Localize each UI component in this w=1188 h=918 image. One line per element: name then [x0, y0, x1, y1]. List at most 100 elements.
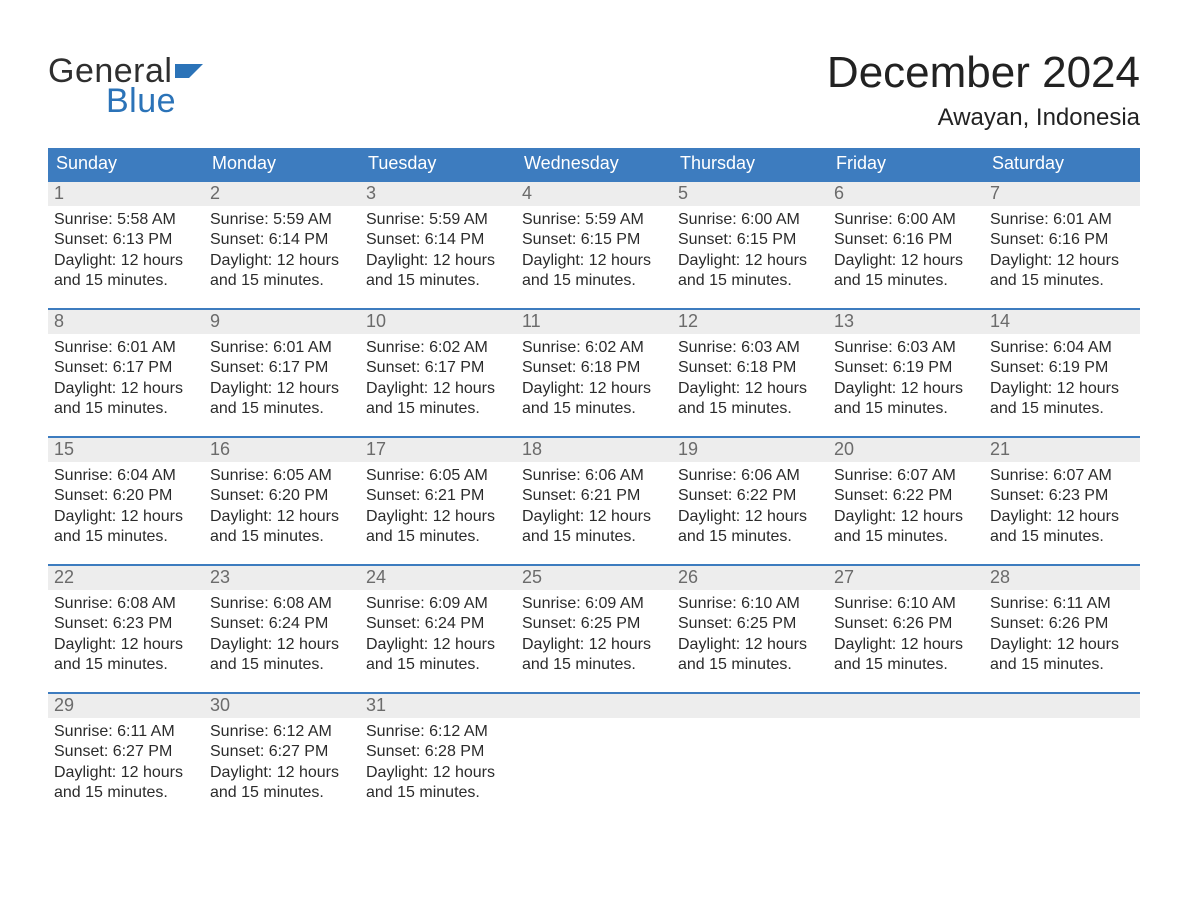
sunset-line: Sunset: 6:24 PM — [366, 614, 510, 634]
day-cell: 27Sunrise: 6:10 AMSunset: 6:26 PMDayligh… — [828, 566, 984, 684]
sunrise-line: Sunrise: 6:12 AM — [210, 722, 354, 742]
month-title: December 2024 — [827, 48, 1140, 98]
sunrise-line: Sunrise: 6:04 AM — [54, 466, 198, 486]
day-body: Sunrise: 6:05 AMSunset: 6:20 PMDaylight:… — [204, 462, 360, 554]
day-cell: 12Sunrise: 6:03 AMSunset: 6:18 PMDayligh… — [672, 310, 828, 428]
dow-tuesday: Tuesday — [360, 148, 516, 180]
day-number: 7 — [984, 182, 1140, 206]
day-number: 6 — [828, 182, 984, 206]
week-row: 22Sunrise: 6:08 AMSunset: 6:23 PMDayligh… — [48, 564, 1140, 684]
day-number: 11 — [516, 310, 672, 334]
dow-friday: Friday — [828, 148, 984, 180]
day-body: Sunrise: 6:08 AMSunset: 6:23 PMDaylight:… — [48, 590, 204, 682]
day-cell: 6Sunrise: 6:00 AMSunset: 6:16 PMDaylight… — [828, 182, 984, 300]
daylight-line: Daylight: 12 hours and 15 minutes. — [366, 251, 510, 292]
sunrise-line: Sunrise: 6:05 AM — [366, 466, 510, 486]
sunset-line: Sunset: 6:21 PM — [522, 486, 666, 506]
day-body: Sunrise: 6:09 AMSunset: 6:25 PMDaylight:… — [516, 590, 672, 682]
daylight-line: Daylight: 12 hours and 15 minutes. — [54, 763, 198, 804]
day-body: Sunrise: 6:08 AMSunset: 6:24 PMDaylight:… — [204, 590, 360, 682]
daylight-line: Daylight: 12 hours and 15 minutes. — [522, 251, 666, 292]
day-number: 28 — [984, 566, 1140, 590]
day-number: 17 — [360, 438, 516, 462]
day-cell: 14Sunrise: 6:04 AMSunset: 6:19 PMDayligh… — [984, 310, 1140, 428]
sunset-line: Sunset: 6:26 PM — [834, 614, 978, 634]
sunrise-line: Sunrise: 6:12 AM — [366, 722, 510, 742]
day-body: Sunrise: 6:07 AMSunset: 6:23 PMDaylight:… — [984, 462, 1140, 554]
day-body: Sunrise: 5:59 AMSunset: 6:14 PMDaylight:… — [360, 206, 516, 298]
daylight-line: Daylight: 12 hours and 15 minutes. — [990, 251, 1134, 292]
day-body: Sunrise: 6:01 AMSunset: 6:17 PMDaylight:… — [204, 334, 360, 426]
logo-word-general: General — [48, 54, 172, 88]
daylight-line: Daylight: 12 hours and 15 minutes. — [834, 635, 978, 676]
sunset-line: Sunset: 6:18 PM — [678, 358, 822, 378]
sunset-line: Sunset: 6:25 PM — [678, 614, 822, 634]
week-row: 29Sunrise: 6:11 AMSunset: 6:27 PMDayligh… — [48, 692, 1140, 812]
daylight-line: Daylight: 12 hours and 15 minutes. — [522, 507, 666, 548]
sunset-line: Sunset: 6:16 PM — [990, 230, 1134, 250]
day-number: 10 — [360, 310, 516, 334]
daylight-line: Daylight: 12 hours and 15 minutes. — [834, 379, 978, 420]
day-body: Sunrise: 6:10 AMSunset: 6:25 PMDaylight:… — [672, 590, 828, 682]
daylight-line: Daylight: 12 hours and 15 minutes. — [834, 507, 978, 548]
day-number: 23 — [204, 566, 360, 590]
sunrise-line: Sunrise: 6:01 AM — [210, 338, 354, 358]
day-number — [672, 694, 828, 718]
day-cell: 16Sunrise: 6:05 AMSunset: 6:20 PMDayligh… — [204, 438, 360, 556]
day-cell: 9Sunrise: 6:01 AMSunset: 6:17 PMDaylight… — [204, 310, 360, 428]
day-body: Sunrise: 6:02 AMSunset: 6:17 PMDaylight:… — [360, 334, 516, 426]
sunrise-line: Sunrise: 5:59 AM — [366, 210, 510, 230]
sunrise-line: Sunrise: 6:03 AM — [678, 338, 822, 358]
day-number: 9 — [204, 310, 360, 334]
day-cell: 4Sunrise: 5:59 AMSunset: 6:15 PMDaylight… — [516, 182, 672, 300]
generalblue-logo: General Blue — [48, 48, 205, 118]
logo-flag-icon — [175, 54, 205, 88]
day-number: 8 — [48, 310, 204, 334]
day-body: Sunrise: 6:04 AMSunset: 6:20 PMDaylight:… — [48, 462, 204, 554]
day-body: Sunrise: 6:06 AMSunset: 6:22 PMDaylight:… — [672, 462, 828, 554]
day-number: 2 — [204, 182, 360, 206]
day-cell: 15Sunrise: 6:04 AMSunset: 6:20 PMDayligh… — [48, 438, 204, 556]
week-row: 8Sunrise: 6:01 AMSunset: 6:17 PMDaylight… — [48, 308, 1140, 428]
day-cell: 25Sunrise: 6:09 AMSunset: 6:25 PMDayligh… — [516, 566, 672, 684]
daylight-line: Daylight: 12 hours and 15 minutes. — [210, 251, 354, 292]
daylight-line: Daylight: 12 hours and 15 minutes. — [678, 379, 822, 420]
day-number: 22 — [48, 566, 204, 590]
sunset-line: Sunset: 6:15 PM — [522, 230, 666, 250]
weeks-container: 1Sunrise: 5:58 AMSunset: 6:13 PMDaylight… — [48, 180, 1140, 812]
day-cell: 31Sunrise: 6:12 AMSunset: 6:28 PMDayligh… — [360, 694, 516, 812]
day-cell: 3Sunrise: 5:59 AMSunset: 6:14 PMDaylight… — [360, 182, 516, 300]
daylight-line: Daylight: 12 hours and 15 minutes. — [210, 379, 354, 420]
sunrise-line: Sunrise: 6:01 AM — [990, 210, 1134, 230]
sunset-line: Sunset: 6:27 PM — [210, 742, 354, 762]
sunrise-line: Sunrise: 6:09 AM — [366, 594, 510, 614]
sunrise-line: Sunrise: 6:00 AM — [678, 210, 822, 230]
day-cell: 20Sunrise: 6:07 AMSunset: 6:22 PMDayligh… — [828, 438, 984, 556]
sunset-line: Sunset: 6:20 PM — [54, 486, 198, 506]
day-body: Sunrise: 6:05 AMSunset: 6:21 PMDaylight:… — [360, 462, 516, 554]
day-number — [828, 694, 984, 718]
day-number: 13 — [828, 310, 984, 334]
daylight-line: Daylight: 12 hours and 15 minutes. — [990, 507, 1134, 548]
day-body: Sunrise: 6:10 AMSunset: 6:26 PMDaylight:… — [828, 590, 984, 682]
daylight-line: Daylight: 12 hours and 15 minutes. — [366, 507, 510, 548]
daylight-line: Daylight: 12 hours and 15 minutes. — [54, 251, 198, 292]
day-body: Sunrise: 5:59 AMSunset: 6:15 PMDaylight:… — [516, 206, 672, 298]
day-cell: 29Sunrise: 6:11 AMSunset: 6:27 PMDayligh… — [48, 694, 204, 812]
week-row: 15Sunrise: 6:04 AMSunset: 6:20 PMDayligh… — [48, 436, 1140, 556]
day-cell: 26Sunrise: 6:10 AMSunset: 6:25 PMDayligh… — [672, 566, 828, 684]
day-cell: 23Sunrise: 6:08 AMSunset: 6:24 PMDayligh… — [204, 566, 360, 684]
day-cell: 5Sunrise: 6:00 AMSunset: 6:15 PMDaylight… — [672, 182, 828, 300]
day-body: Sunrise: 5:59 AMSunset: 6:14 PMDaylight:… — [204, 206, 360, 298]
daylight-line: Daylight: 12 hours and 15 minutes. — [54, 507, 198, 548]
daylight-line: Daylight: 12 hours and 15 minutes. — [990, 635, 1134, 676]
day-number: 16 — [204, 438, 360, 462]
sunrise-line: Sunrise: 6:06 AM — [522, 466, 666, 486]
daylight-line: Daylight: 12 hours and 15 minutes. — [54, 379, 198, 420]
day-number: 27 — [828, 566, 984, 590]
sunrise-line: Sunrise: 6:11 AM — [54, 722, 198, 742]
day-body: Sunrise: 6:11 AMSunset: 6:26 PMDaylight:… — [984, 590, 1140, 682]
sunrise-line: Sunrise: 6:10 AM — [678, 594, 822, 614]
sunset-line: Sunset: 6:28 PM — [366, 742, 510, 762]
daylight-line: Daylight: 12 hours and 15 minutes. — [210, 635, 354, 676]
